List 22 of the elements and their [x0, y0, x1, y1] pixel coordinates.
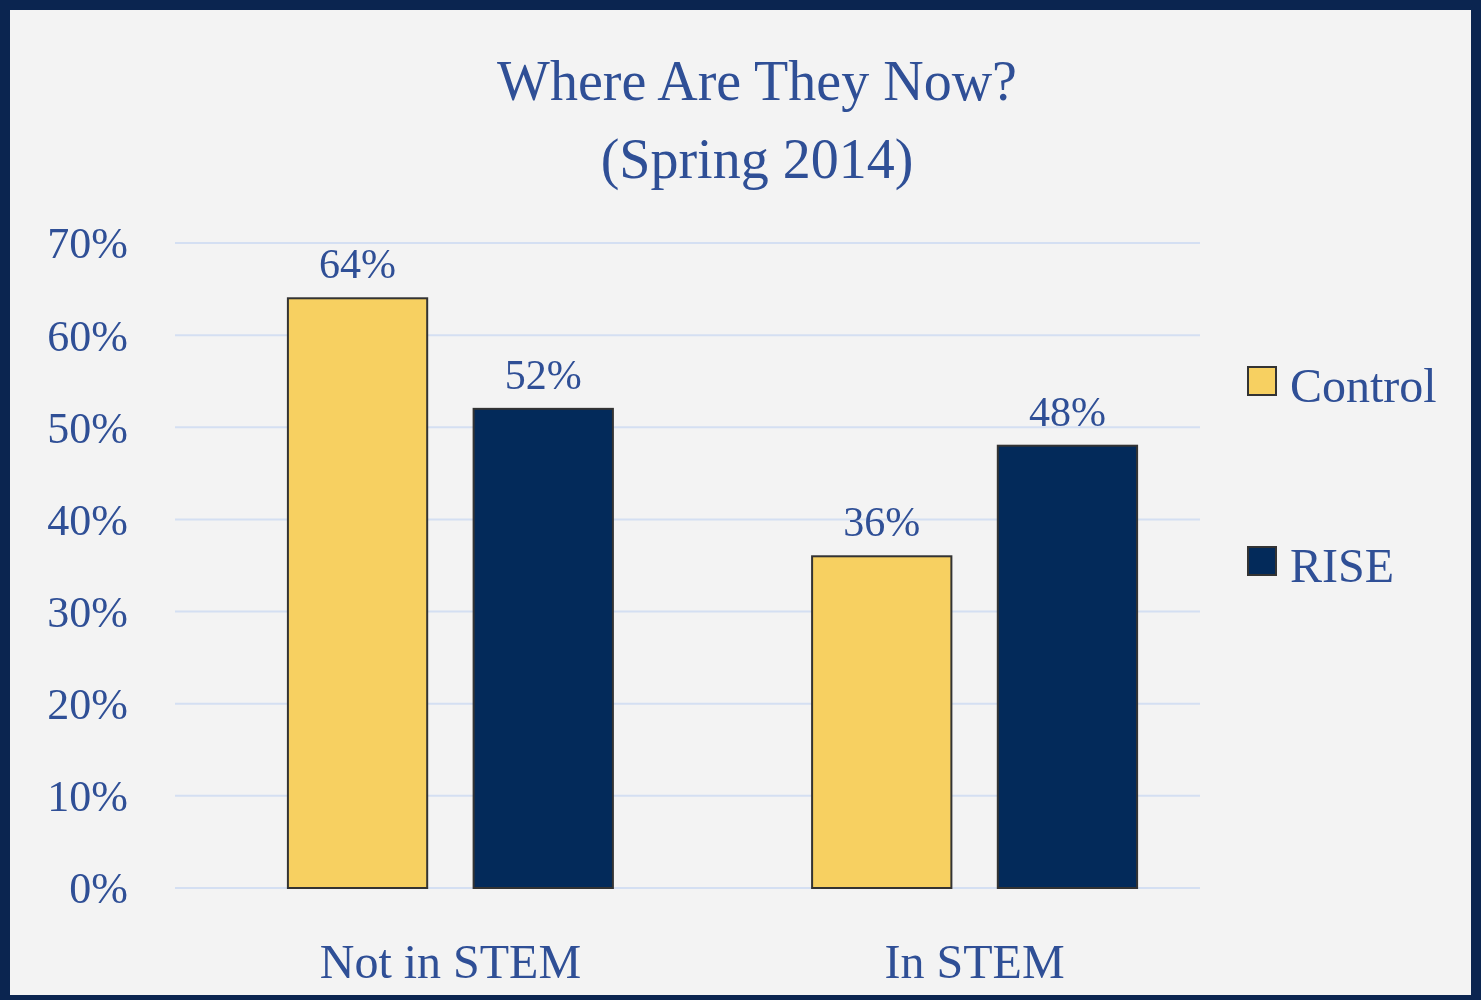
chart-subtitle: (Spring 2014)	[600, 128, 914, 191]
y-tick-label: 30%	[47, 587, 128, 637]
legend-label: Control	[1290, 358, 1437, 412]
data-label: 48%	[1028, 388, 1106, 435]
legend-label: RISE	[1290, 538, 1395, 592]
y-tick-label: 60%	[47, 311, 128, 361]
data-label: 36%	[843, 499, 921, 546]
y-tick-label: 50%	[47, 403, 128, 453]
chart-title: Where Are They Now?	[497, 50, 1017, 112]
data-label: 64%	[319, 241, 397, 288]
y-tick-label: 70%	[47, 219, 128, 269]
y-tick-label: 10%	[47, 772, 128, 822]
bar	[472, 407, 614, 889]
y-tick-label: 0%	[69, 864, 128, 914]
x-tick-label: Not in STEM	[319, 935, 582, 988]
y-tick-label: 20%	[47, 680, 128, 730]
bar	[996, 444, 1139, 889]
x-tick-label: In STEM	[884, 935, 1065, 988]
y-tick-label: 40%	[47, 495, 128, 545]
bar	[286, 297, 429, 889]
data-label: 52%	[504, 351, 582, 398]
bar	[811, 555, 953, 889]
